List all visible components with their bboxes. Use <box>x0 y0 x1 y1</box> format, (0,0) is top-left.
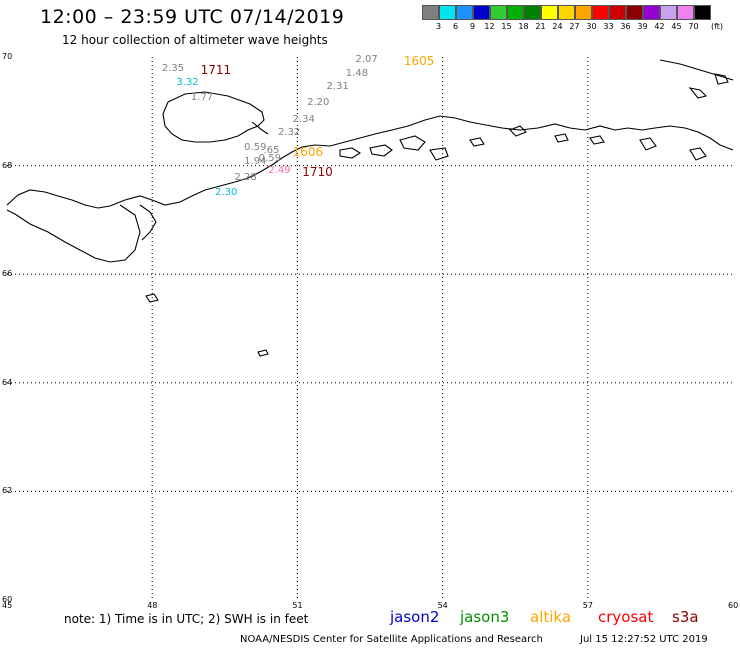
color-legend-label: 39 <box>637 22 648 31</box>
wave-height-label: 2.34 <box>292 113 315 125</box>
color-legend-label: 42 <box>654 22 665 31</box>
lat-lon-grid <box>7 57 733 600</box>
color-swatch <box>575 5 592 20</box>
color-swatch <box>694 5 711 20</box>
color-legend-label: 3 <box>435 22 442 31</box>
pass-time-label: 1605 <box>403 54 435 68</box>
color-swatch <box>439 5 456 20</box>
wave-height-label: 2.32 <box>278 127 301 139</box>
color-legend-unit: (ft) <box>710 22 724 31</box>
lat-label: 62 <box>2 486 13 496</box>
coastline-segment <box>6 204 141 263</box>
coastline-segment <box>429 147 449 161</box>
coastline-segment <box>639 137 657 151</box>
coastline-segment <box>589 135 605 145</box>
coastline <box>6 59 734 357</box>
coastline-segment <box>6 115 734 209</box>
color-legend-label: 27 <box>569 22 580 31</box>
pass-time-label: 1606 <box>292 144 324 159</box>
credit-text: NOAA/NESDIS Center for Satellite Applica… <box>240 634 543 645</box>
color-swatch <box>490 5 507 20</box>
color-legend-label: 33 <box>603 22 614 31</box>
lon-label: 45 <box>2 601 13 610</box>
color-legend-label: 30 <box>586 22 597 31</box>
wave-height-label: 2.07 <box>355 54 378 65</box>
satellite-altika: altika <box>530 608 572 626</box>
color-swatch <box>660 5 677 20</box>
lon-label: 60 <box>728 601 739 610</box>
color-legend-label: 21 <box>535 22 546 31</box>
coastline-segment <box>162 91 265 143</box>
coastline-segment <box>369 144 393 157</box>
satellite-jason3: jason3 <box>460 608 510 626</box>
wave-height-label: 0.59 <box>258 153 281 165</box>
color-legend-label: 70 <box>688 22 699 31</box>
color-swatch <box>643 5 660 20</box>
color-swatch <box>626 5 643 20</box>
color-legend-label: 36 <box>620 22 631 31</box>
wave-height-label: 2.28 <box>234 172 257 184</box>
map-subtitle: 12 hour collection of altimeter wave hei… <box>62 33 328 47</box>
wave-height-label: 2.20 <box>307 97 330 109</box>
coastline-segment <box>688 87 708 99</box>
color-swatch <box>541 5 558 20</box>
color-swatch <box>473 5 490 20</box>
map-title: 12:00 – 23:59 UTC 07/14/2019 <box>40 6 345 28</box>
color-swatch <box>422 5 439 20</box>
wave-height-label: 2.31 <box>326 81 349 93</box>
color-legend-label: 24 <box>552 22 563 31</box>
coastline-segment <box>145 293 159 303</box>
coastline-segment <box>139 204 157 241</box>
color-swatch <box>558 5 575 20</box>
coastline-segment <box>399 135 426 151</box>
wave-height-label: 1.48 <box>345 67 369 79</box>
lon-label: 57 <box>582 601 593 610</box>
color-legend-label: 18 <box>518 22 529 31</box>
wave-height-label: 3.32 <box>176 76 199 88</box>
timestamp-text: Jul 15 12:27:52 UTC 2019 <box>580 634 708 645</box>
coastline-segment <box>689 147 707 161</box>
lat-label: 70 <box>2 52 13 61</box>
wave-height-label: 2.35 <box>161 63 185 75</box>
coastline-segment <box>659 59 734 81</box>
wave-height-label: 2.49 <box>268 165 291 177</box>
color-legend-label: 6 <box>452 22 459 31</box>
color-legend-label: 45 <box>671 22 682 31</box>
footer-note: note: 1) Time is in UTC; 2) SWH is in fe… <box>64 612 309 626</box>
satellite-s3a: s3a <box>672 608 699 626</box>
lat-label: 66 <box>2 269 13 279</box>
wave-height-label: 2.30 <box>215 187 238 199</box>
satellite-cryosat: cryosat <box>598 608 654 626</box>
wave-height-label: 1.94 <box>244 156 267 168</box>
wave-height-label: 0.59 <box>244 141 267 153</box>
lat-label: 68 <box>2 160 13 170</box>
color-swatch <box>592 5 609 20</box>
pass-time-label: 1711 <box>200 63 232 78</box>
color-legend-label: 15 <box>501 22 512 31</box>
coastline-segment <box>714 73 729 85</box>
color-swatch <box>524 5 541 20</box>
coastline-segment <box>554 133 569 143</box>
color-legend-label: 9 <box>469 22 476 31</box>
coastline-segment <box>509 125 527 137</box>
wave-height-label: 1.77 <box>190 92 214 103</box>
coastline-segment <box>251 121 269 135</box>
lat-label: 64 <box>2 377 13 387</box>
lon-label: 51 <box>292 601 303 610</box>
wave-height-label: .65 <box>263 144 280 156</box>
color-swatch <box>609 5 626 20</box>
satellite-jason2: jason2 <box>390 608 440 626</box>
coastline-segment <box>339 147 362 159</box>
lon-label: 54 <box>437 601 448 610</box>
color-swatch <box>507 5 524 20</box>
color-swatch <box>456 5 473 20</box>
pass-time-label: 1710 <box>302 165 333 180</box>
color-swatch <box>677 5 694 20</box>
lat-label: 60 <box>2 595 13 604</box>
lon-label: 48 <box>147 601 158 610</box>
color-legend-label: 12 <box>484 22 495 31</box>
coastline-segment <box>257 349 269 357</box>
coastline-segment <box>469 137 485 147</box>
